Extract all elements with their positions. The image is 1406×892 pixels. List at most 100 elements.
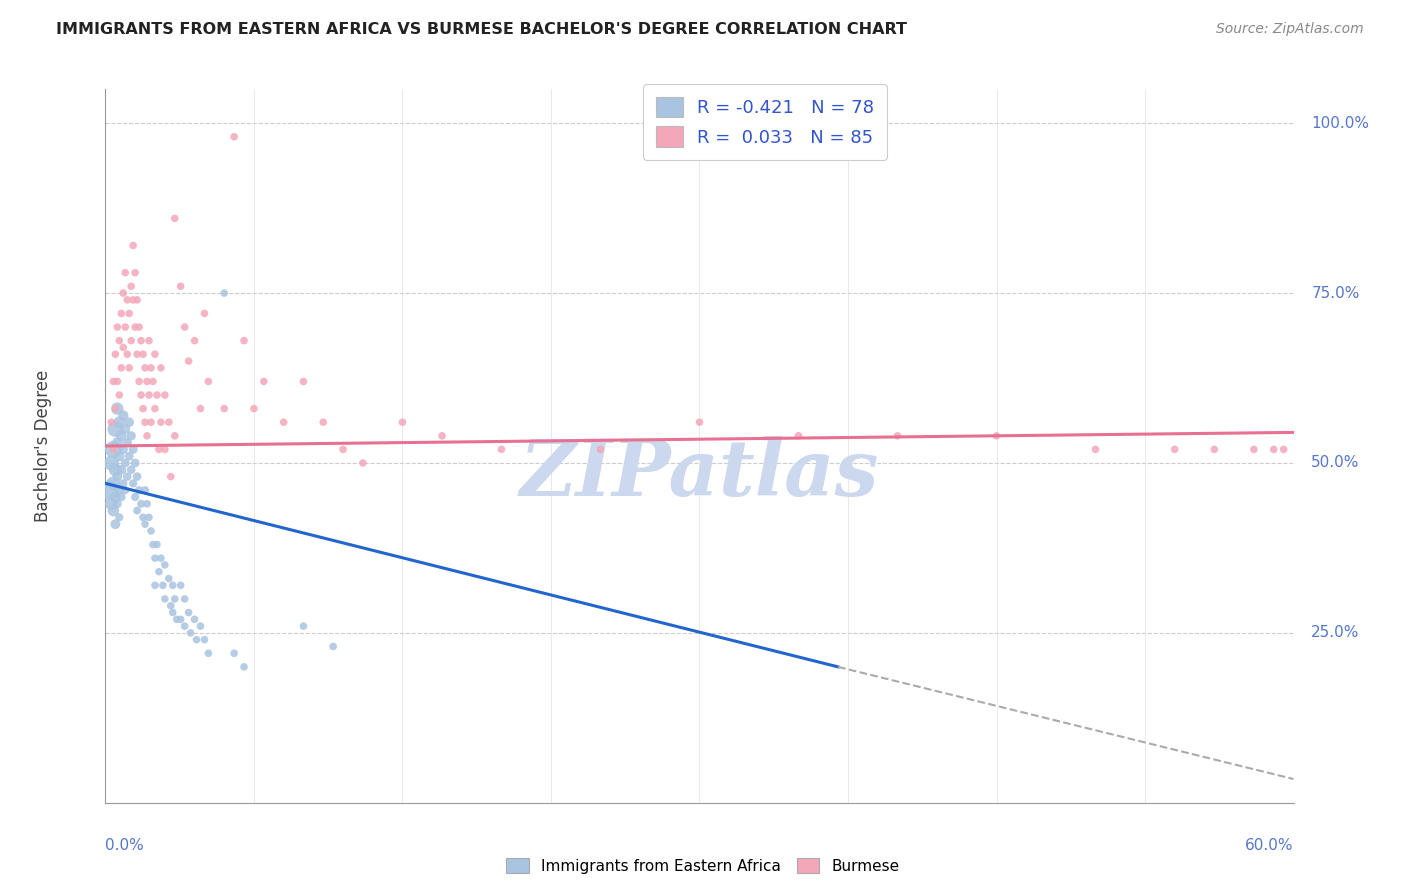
Point xyxy=(162,578,184,592)
Point xyxy=(689,415,711,429)
Point xyxy=(183,612,205,626)
Point xyxy=(332,442,354,457)
Point xyxy=(148,565,170,579)
Point xyxy=(224,646,246,660)
Point xyxy=(114,320,136,334)
Point xyxy=(114,483,136,498)
Point xyxy=(143,401,166,416)
Point xyxy=(122,238,145,252)
Point xyxy=(115,435,138,450)
Point xyxy=(114,266,136,280)
Point xyxy=(120,334,142,348)
Point xyxy=(127,293,149,307)
Point xyxy=(224,129,246,144)
Point xyxy=(177,354,200,368)
Point xyxy=(118,449,141,463)
Point xyxy=(146,388,169,402)
Point xyxy=(134,483,156,498)
Point xyxy=(1164,442,1187,457)
Point xyxy=(118,306,141,320)
Point xyxy=(129,388,152,402)
Point xyxy=(115,469,138,483)
Point xyxy=(138,510,160,524)
Point xyxy=(112,442,135,457)
Text: 100.0%: 100.0% xyxy=(1312,116,1369,131)
Point xyxy=(105,435,128,450)
Point xyxy=(183,334,205,348)
Point xyxy=(132,510,155,524)
Point xyxy=(100,497,122,511)
Point xyxy=(124,456,146,470)
Point xyxy=(173,619,195,633)
Point xyxy=(153,388,176,402)
Text: 0.0%: 0.0% xyxy=(105,838,145,854)
Point xyxy=(430,429,453,443)
Point xyxy=(787,429,810,443)
Point xyxy=(233,660,256,674)
Point xyxy=(110,306,132,320)
Text: 60.0%: 60.0% xyxy=(1246,838,1294,854)
Point xyxy=(129,334,152,348)
Point xyxy=(128,483,150,498)
Point xyxy=(104,401,127,416)
Point xyxy=(1243,442,1265,457)
Point xyxy=(157,415,180,429)
Point xyxy=(124,490,146,504)
Point xyxy=(100,456,122,470)
Point xyxy=(104,517,127,532)
Point xyxy=(142,375,165,389)
Point xyxy=(118,360,141,375)
Point xyxy=(391,415,413,429)
Point xyxy=(292,619,315,633)
Point xyxy=(233,334,256,348)
Point xyxy=(491,442,513,457)
Point xyxy=(134,415,156,429)
Point xyxy=(110,490,132,504)
Point xyxy=(1084,442,1107,457)
Point xyxy=(170,578,193,592)
Point xyxy=(100,415,122,429)
Point xyxy=(166,612,188,626)
Point xyxy=(157,572,180,586)
Point xyxy=(115,293,138,307)
Point xyxy=(1204,442,1226,457)
Point xyxy=(180,626,202,640)
Point xyxy=(104,347,127,361)
Point xyxy=(122,293,145,307)
Point xyxy=(142,537,165,551)
Point xyxy=(108,388,131,402)
Point xyxy=(292,375,315,389)
Point xyxy=(186,632,208,647)
Point xyxy=(312,415,335,429)
Point xyxy=(120,429,142,443)
Point xyxy=(153,591,176,606)
Point xyxy=(134,360,156,375)
Point xyxy=(112,341,135,355)
Point xyxy=(162,606,184,620)
Point xyxy=(986,429,1008,443)
Point xyxy=(105,497,128,511)
Point xyxy=(138,334,160,348)
Point xyxy=(153,442,176,457)
Text: Source: ZipAtlas.com: Source: ZipAtlas.com xyxy=(1216,22,1364,37)
Point xyxy=(177,606,200,620)
Point xyxy=(159,599,181,613)
Point xyxy=(197,375,219,389)
Point xyxy=(104,463,127,477)
Legend: R = -0.421   N = 78, R =  0.033   N = 85: R = -0.421 N = 78, R = 0.033 N = 85 xyxy=(643,84,887,160)
Point xyxy=(103,375,125,389)
Point xyxy=(105,320,128,334)
Point xyxy=(589,442,612,457)
Point xyxy=(214,286,236,301)
Point xyxy=(132,347,155,361)
Point xyxy=(136,429,159,443)
Point xyxy=(108,510,131,524)
Point xyxy=(108,334,131,348)
Point xyxy=(146,537,169,551)
Point xyxy=(1263,442,1285,457)
Point xyxy=(105,401,128,416)
Point xyxy=(148,442,170,457)
Point xyxy=(352,456,374,470)
Point xyxy=(122,476,145,491)
Point xyxy=(110,429,132,443)
